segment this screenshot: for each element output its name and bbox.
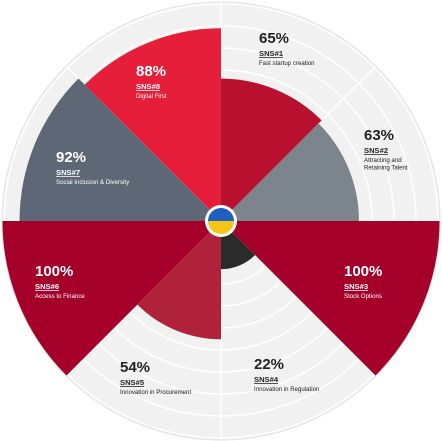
label-sns-1: 65% SNS#1 Fast startup creation	[259, 30, 315, 67]
code-label: SNS#7	[56, 168, 80, 177]
label-sns-6: 100% SNS#6 Access to Finance	[35, 263, 85, 300]
description-label: Stock Options	[344, 293, 382, 300]
sector-sns-6	[2, 221, 221, 376]
code-label: SNS#1	[259, 49, 284, 58]
value-label: 54%	[120, 359, 150, 376]
sector-sns-2	[221, 123, 359, 221]
value-label: 92%	[56, 149, 86, 166]
value-label: 63%	[364, 127, 394, 144]
value-label: 100%	[344, 263, 382, 280]
label-sns-7: 92% SNS#7 Social Inclusion & Diversity	[56, 149, 130, 186]
code-label: SNS#3	[344, 282, 368, 291]
label-sns-8: 88% SNS#8 Digital First	[136, 63, 167, 100]
value-label: 65%	[259, 30, 289, 47]
description-label: Innovation in Regulation	[254, 386, 319, 393]
value-label: 22%	[254, 356, 284, 373]
sector-sns-7	[19, 78, 221, 221]
code-label: SNS#8	[136, 82, 160, 91]
description-label: Social Inclusion & Diversity	[56, 179, 130, 186]
description-label: Innovation in Procurement	[120, 389, 191, 396]
description-label: Fast startup creation	[259, 60, 315, 67]
sector-sns-3	[221, 221, 440, 376]
value-label: 88%	[136, 63, 166, 80]
description-label: Access to Finance	[35, 293, 85, 300]
flag-top	[208, 208, 234, 221]
value-label: 100%	[35, 263, 73, 280]
description-label: Digital First	[136, 93, 167, 100]
code-label: SNS#5	[120, 378, 145, 387]
label-sns-4: 22% SNS#4 Innovation in Regulation	[254, 356, 319, 393]
label-sns-5: 54% SNS#5 Innovation in Procurement	[120, 359, 191, 396]
code-label: SNS#2	[364, 146, 388, 155]
center-flag-icon	[205, 205, 237, 237]
description-label: Attracting and	[364, 157, 402, 164]
code-label: SNS#6	[35, 282, 59, 291]
label-sns-3: 100% SNS#3 Stock Options	[344, 263, 382, 300]
description-label: Retaining Talent	[364, 165, 408, 172]
code-label: SNS#4	[254, 375, 279, 384]
sector-sns-8	[84, 28, 221, 222]
sector-sns-5	[137, 221, 221, 340]
flag-bottom	[208, 221, 234, 234]
sector-sns-1	[221, 78, 322, 222]
